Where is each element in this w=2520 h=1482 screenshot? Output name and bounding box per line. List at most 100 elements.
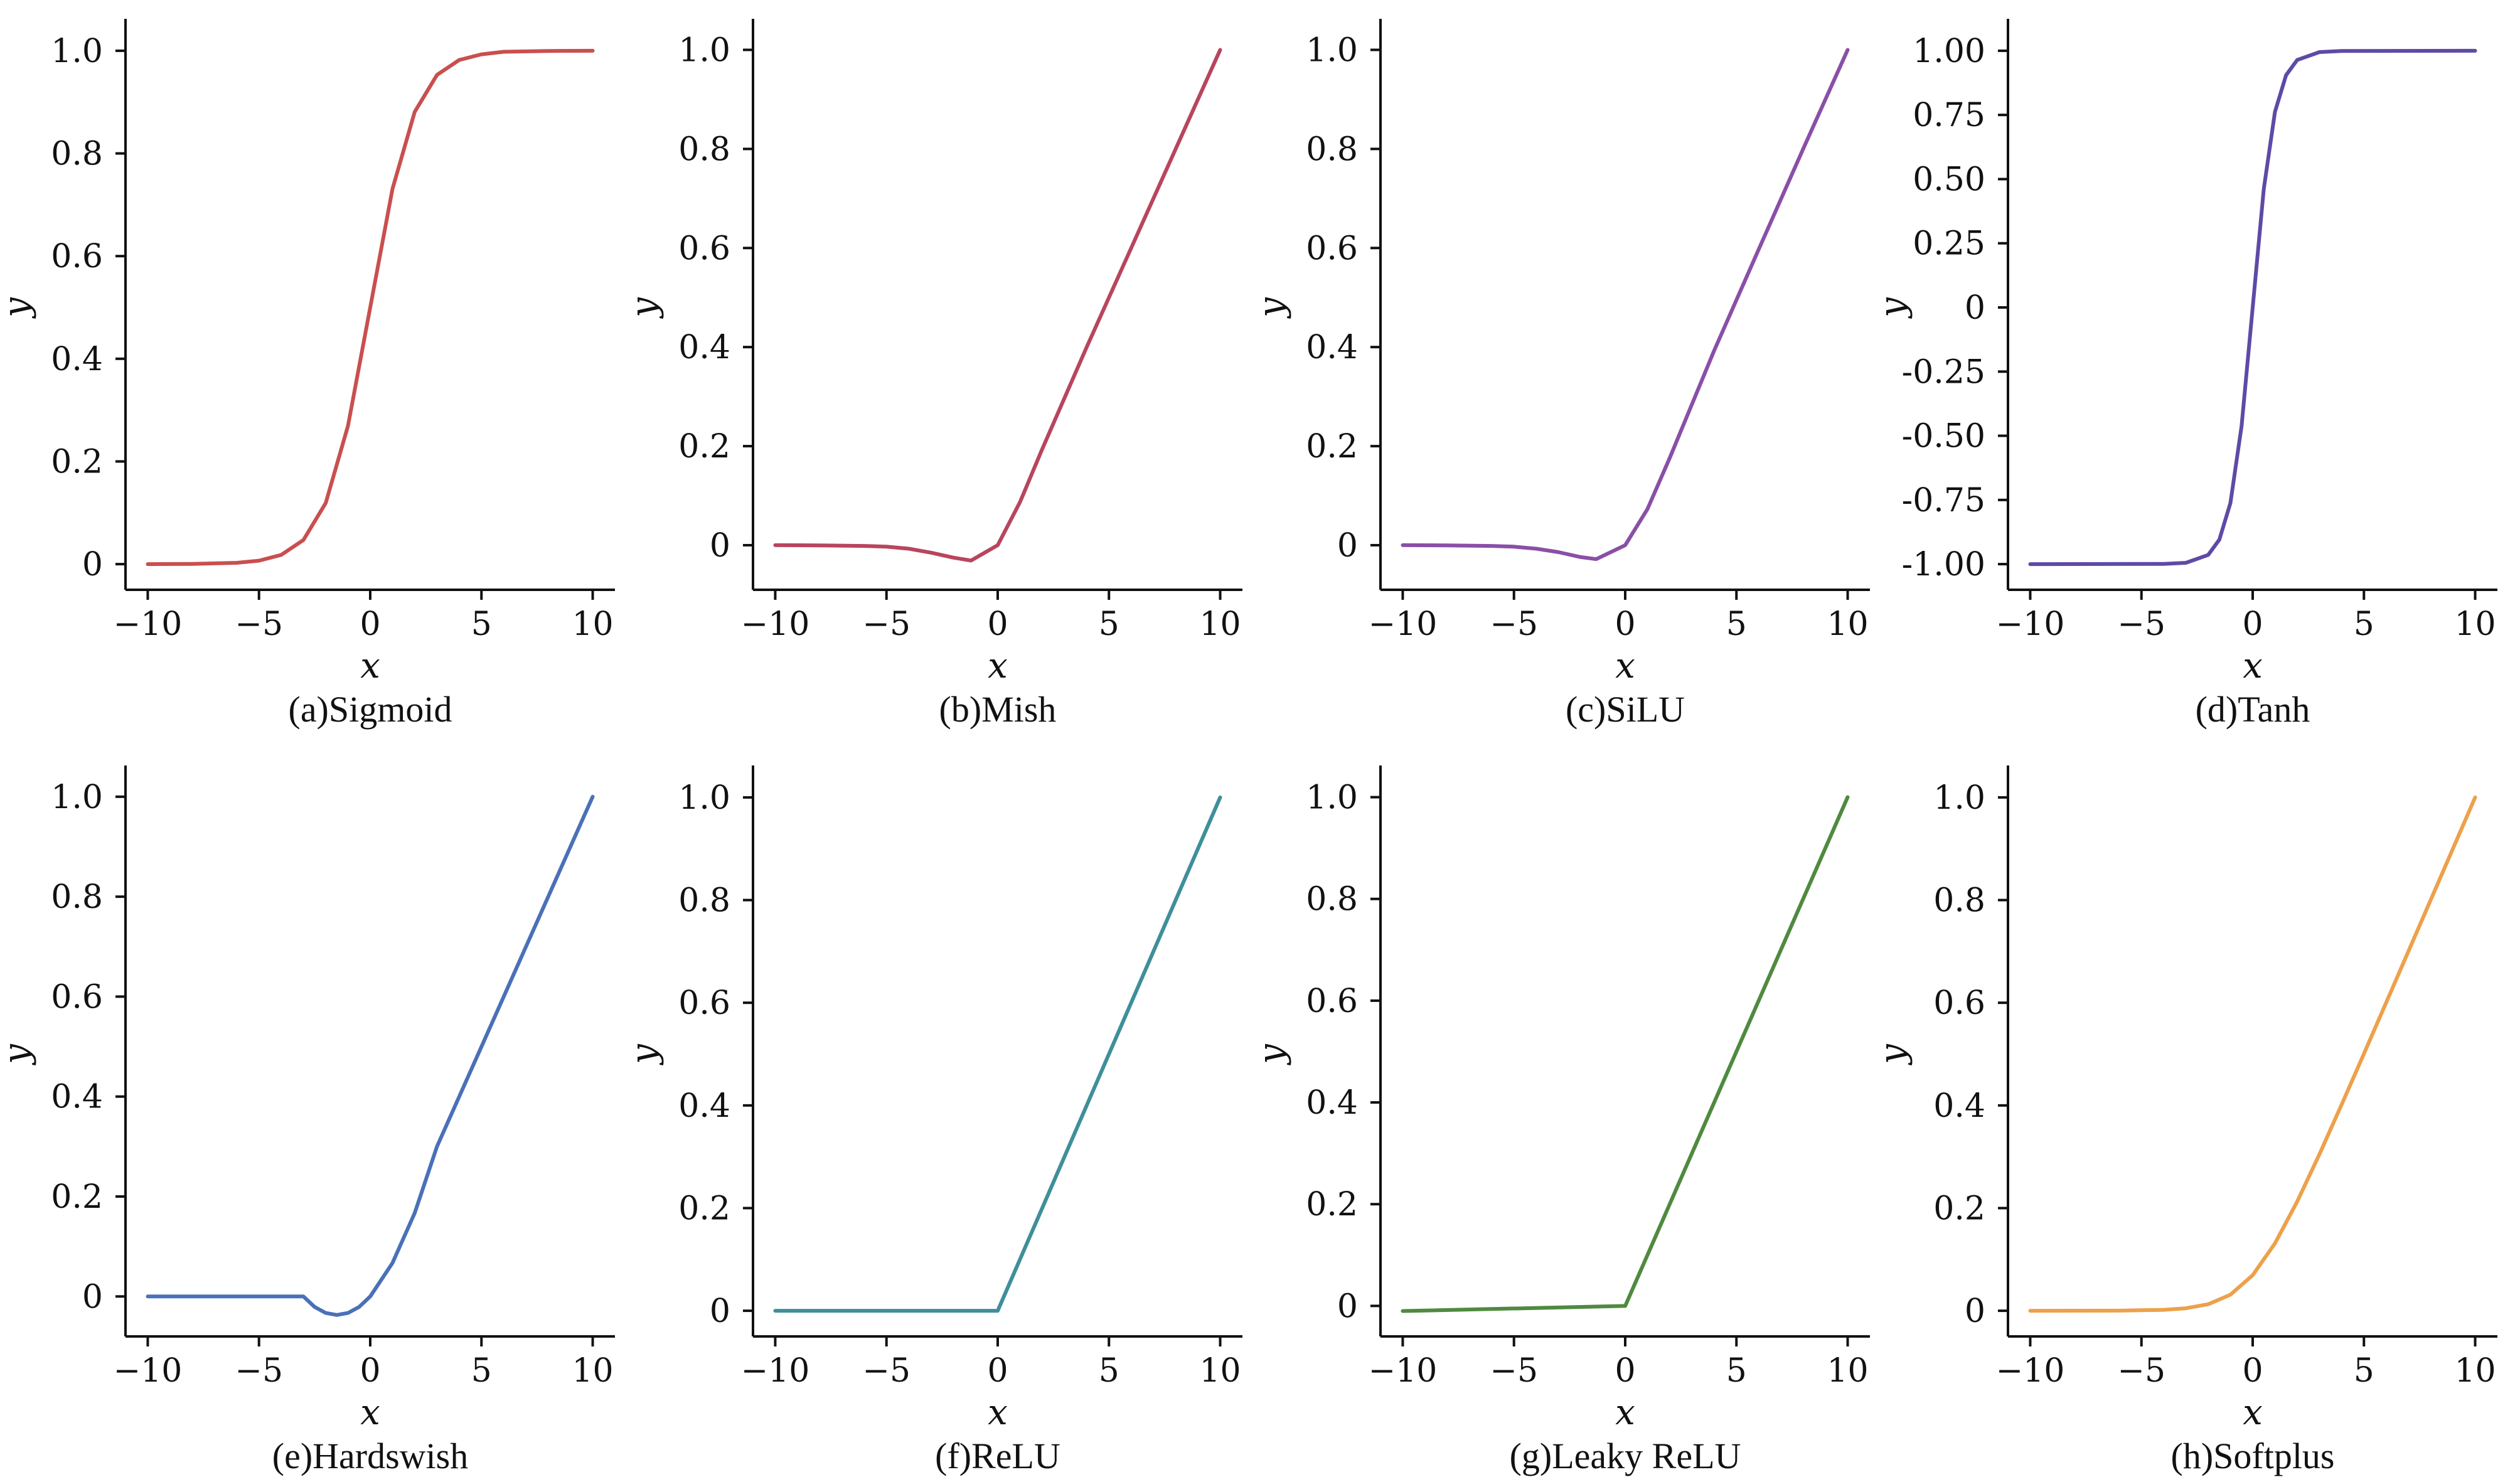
x-tick-label: −10: [1369, 1352, 1438, 1390]
y-tick-label: 0.75: [1913, 97, 1985, 134]
x-axis-label: x: [1615, 646, 1635, 686]
y-tick-label: 0.2: [678, 1190, 730, 1227]
x-tick-label: −5: [1490, 1352, 1538, 1390]
subplot-2: −10 −5 0 5 10 0 0.2 0.4 0.6 0.8 1.0 x y (b)Mish: [624, 19, 1242, 730]
x-tick-label: 5: [1099, 605, 1119, 643]
series-line: [2028, 48, 2477, 567]
y-tick-label: 0.2: [1933, 1190, 1985, 1227]
x-tick-label: 10: [2454, 605, 2496, 643]
x-tick-label: 5: [471, 605, 492, 643]
x-axis-label: x: [360, 646, 380, 686]
y-tick-label: -0.50: [1902, 418, 1985, 456]
x-tick-label: 10: [572, 1352, 613, 1390]
y-tick-label: 0.50: [1913, 161, 1985, 198]
y-axis-label: y: [1872, 297, 1913, 319]
x-tick-label: −10: [114, 605, 183, 643]
x-tick-label: −5: [862, 605, 910, 643]
x-tick-label: −5: [235, 1352, 283, 1390]
subplot-caption: (g)Leaky ReLU: [1510, 1436, 1741, 1476]
y-tick-label: 0.4: [678, 329, 730, 366]
x-tick-label: 0: [360, 605, 380, 643]
y-tick-label: 0.2: [678, 428, 730, 466]
y-tick-label: 0.2: [1306, 1186, 1358, 1223]
y-axis-label: y: [0, 297, 37, 319]
y-axis-label: y: [1872, 1043, 1913, 1066]
y-tick-label: 0: [1965, 289, 1985, 327]
x-tick-label: 10: [572, 605, 613, 643]
y-tick-label: 0.4: [1306, 1084, 1358, 1122]
x-tick-label: 10: [1827, 605, 1868, 643]
x-tick-label: −5: [235, 605, 283, 643]
y-tick-label: 0: [1965, 1293, 1985, 1330]
x-tick-label: 0: [2242, 605, 2263, 643]
y-axis-label: y: [1251, 297, 1292, 319]
y-tick-label: 0.6: [51, 978, 103, 1016]
x-axis-label: x: [988, 646, 1008, 686]
x-tick-label: 0: [987, 605, 1008, 643]
y-tick-label: 0.8: [678, 131, 730, 168]
y-tick-label: 0.6: [678, 984, 730, 1022]
y-tick-label: 0.8: [1306, 131, 1358, 168]
y-axis-label: y: [1251, 1043, 1292, 1066]
y-tick-label: 0.8: [51, 878, 103, 916]
y-axis-label: y: [624, 297, 665, 319]
y-tick-label: 1.0: [51, 779, 103, 816]
y-tick-label: 0.2: [1306, 428, 1358, 466]
y-tick-label: 1.00: [1913, 33, 1985, 70]
y-tick-label: 0.4: [51, 341, 103, 378]
x-tick-label: 0: [360, 1352, 380, 1390]
x-tick-label: 0: [1615, 605, 1635, 643]
x-tick-label: 10: [2454, 1352, 2496, 1390]
x-tick-label: −10: [114, 1352, 183, 1390]
x-tick-label: 10: [1199, 1352, 1241, 1390]
y-tick-label: 1.0: [51, 33, 103, 70]
subplot-1: −10 −5 0 5 10 0 0.2 0.4 0.6 0.8 1.0 x y (a)Sigmoid: [0, 19, 615, 730]
x-axis-label: x: [360, 1392, 380, 1433]
y-tick-label: 1.0: [678, 779, 730, 817]
x-tick-label: 5: [2354, 1352, 2374, 1390]
subplot-caption: (b)Mish: [939, 689, 1057, 730]
y-tick-label: 0.4: [51, 1079, 103, 1116]
y-tick-label: 0: [710, 527, 730, 565]
x-tick-label: 10: [1827, 1352, 1868, 1390]
x-axis-label: x: [1615, 1392, 1635, 1433]
y-tick-label: 1.0: [1933, 779, 1985, 817]
x-tick-label: 5: [1726, 605, 1747, 643]
subplot-caption: (d)Tanh: [2196, 689, 2310, 730]
y-tick-label: 0.8: [51, 136, 103, 173]
subplot-7: −10 −5 0 5 10 0 0.2 0.4 0.6 0.8 1.0 x y (g)Leaky ReLU: [1251, 765, 1870, 1476]
y-tick-label: 1.0: [678, 31, 730, 69]
x-axis-label: x: [2243, 646, 2263, 686]
x-tick-label: 5: [2354, 605, 2374, 643]
x-tick-label: 0: [987, 1352, 1008, 1390]
y-tick-label: 0.4: [678, 1087, 730, 1125]
subplot-caption: (a)Sigmoid: [289, 689, 452, 730]
x-tick-label: −10: [741, 1352, 810, 1390]
y-tick-label: 0: [1337, 527, 1358, 565]
x-tick-label: −10: [1369, 605, 1438, 643]
y-tick-label: 0.2: [51, 1178, 103, 1216]
x-tick-label: 10: [1199, 605, 1241, 643]
y-tick-label: 0.6: [1306, 983, 1358, 1020]
y-tick-label: -1.00: [1902, 546, 1985, 584]
y-tick-label: 0.4: [1933, 1087, 1985, 1125]
x-tick-label: −10: [741, 605, 810, 643]
subplot-3: −10 −5 0 5 10 0 0.2 0.4 0.6 0.8 1.0 x y (c)SiLU: [1251, 19, 1870, 730]
y-tick-label: 0.8: [678, 882, 730, 920]
series-line: [146, 48, 595, 567]
series-line: [773, 795, 1222, 1313]
series-line: [1401, 48, 1850, 562]
y-tick-label: 0.4: [1306, 329, 1358, 366]
x-tick-label: −5: [1490, 605, 1538, 643]
y-tick-label: -0.25: [1902, 353, 1985, 391]
series-line: [146, 794, 595, 1317]
x-tick-label: 5: [471, 1352, 492, 1390]
x-axis-label: x: [988, 1392, 1008, 1433]
x-tick-label: −5: [2117, 605, 2165, 643]
x-tick-label: 0: [2242, 1352, 2263, 1390]
x-tick-label: 5: [1726, 1352, 1747, 1390]
y-tick-label: 0.8: [1306, 881, 1358, 919]
y-tick-label: 0.25: [1913, 225, 1985, 263]
subplot-caption: (c)SiLU: [1566, 689, 1685, 730]
x-tick-label: −10: [1996, 605, 2065, 643]
